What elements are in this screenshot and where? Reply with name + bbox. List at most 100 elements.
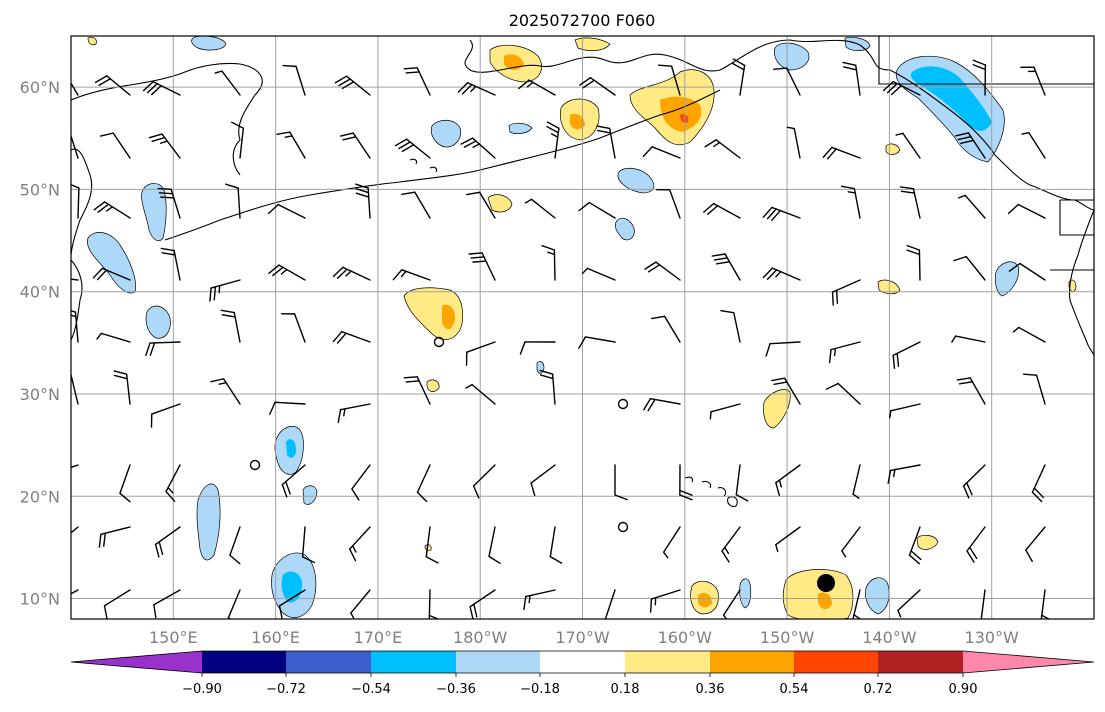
positive-anomaly-patch [487,194,513,213]
wind-barb [280,313,306,343]
colorbar-segment [202,651,286,673]
negative-anomaly-patch [508,122,533,134]
wind-barb [403,376,431,405]
wind-barb [722,589,741,619]
negative-anomaly-patch [141,183,167,242]
calm-wind-circle [617,398,629,410]
positive-anomaly-patch [698,592,712,608]
wind-barb [786,126,801,159]
map-title: 2025072700 F060 [509,11,656,30]
wind-barb [392,269,431,281]
coastline-aleutians [164,181,401,241]
wind-barb [1022,373,1046,405]
coastline-japan [71,259,83,341]
wind-barb [897,589,921,618]
coastline-chukotka [71,62,263,176]
colorbar-tick-label: −0.36 [436,682,476,697]
wind-barb [735,464,749,502]
wind-barb [643,397,681,412]
coastline-alaska-peninsula [399,89,721,183]
map-frame [70,35,1095,620]
wind-barb [229,526,241,565]
lat-tick-label: 20°N [20,487,60,506]
wind-barb [153,589,181,619]
wind-barb [225,183,241,219]
negative-anomaly-patch [615,217,635,241]
wind-barb [546,121,560,159]
wind-barb [278,589,306,619]
wind-barb [301,526,316,564]
wind-barb [1031,464,1046,503]
wind-barb [142,81,181,96]
colorbar-extend-high [963,651,1094,673]
positive-anomaly-patch [570,114,585,130]
map-area [71,36,1094,619]
lon-tick-label: 150°W [760,628,815,647]
wind-barb [96,332,131,343]
negative-anomaly-patch [739,578,752,609]
wind-barb [899,186,921,219]
wind-barb [71,81,79,96]
wind-barb [1040,589,1051,619]
wind-barb [771,377,801,405]
boundary-us-canada [1059,199,1094,236]
wind-barb [92,267,131,281]
wind-barb [596,125,616,159]
positive-anomaly-patch [87,36,97,46]
wind-barb [465,341,496,366]
lat-tick-label: 60°N [20,78,60,97]
calm-wind-circle [617,521,629,533]
positive-anomaly-patch [574,37,611,51]
wind-barb [731,58,746,96]
wind-barb [1021,131,1046,159]
wind-barb [762,206,801,222]
wind-barb [644,261,681,281]
negative-anomaly-patch [286,439,296,458]
colorbar-segment [794,651,878,673]
wind-barb [578,336,616,349]
wind-barb [887,464,921,484]
lat-tick-label: 30°N [20,385,60,404]
wind-barb [831,279,861,306]
wind-barb [268,264,306,281]
wind-barb [488,526,501,565]
wind-barb [957,194,986,219]
wind-barb [71,310,79,343]
wind-barb [775,526,801,553]
positive-anomaly-patch [426,379,440,392]
wind-barb [1008,262,1046,281]
wind-barb [71,464,79,469]
wind-barb [951,335,986,343]
wind-barb [355,183,371,219]
boundary-canada [878,36,1094,85]
negative-anomaly-patch [774,42,810,71]
wind-barb [895,132,921,159]
wind-barb [762,267,801,281]
wind-barb [765,341,801,357]
wind-barb [281,464,306,498]
wind-barb [523,589,556,611]
colorbar-segment [540,651,625,673]
wind-barb [403,67,431,96]
lat-tick-label: 40°N [20,283,60,302]
colorbar-segment [625,651,710,673]
wind-barb [662,526,681,559]
lat-tick-label: 10°N [20,590,60,609]
wind-barb [518,79,556,96]
wind-barb [269,401,306,415]
latitude-axis: 10°N 20°N 30°N 40°N 50°N 60°N [20,78,60,608]
longitude-axis: 150°E 160°E 170°E 180°W 170°W 160°W 150°W 140°W… [149,628,1019,647]
wind-barb [469,589,496,619]
colorbar-tick-label: −0.54 [351,682,391,697]
wind-barb [604,589,616,619]
wind-barb [651,315,681,343]
colorbar-tick-label: 0.72 [864,682,893,697]
wind-barb [416,464,431,503]
wind-barb [539,369,556,405]
wind-barb [906,244,921,281]
colorbar-extend-low [71,651,202,673]
wind-barb [276,131,306,159]
wind-barb [71,374,79,405]
wind-barb [721,526,741,563]
colorbar-tick-label: 0.90 [949,682,978,697]
